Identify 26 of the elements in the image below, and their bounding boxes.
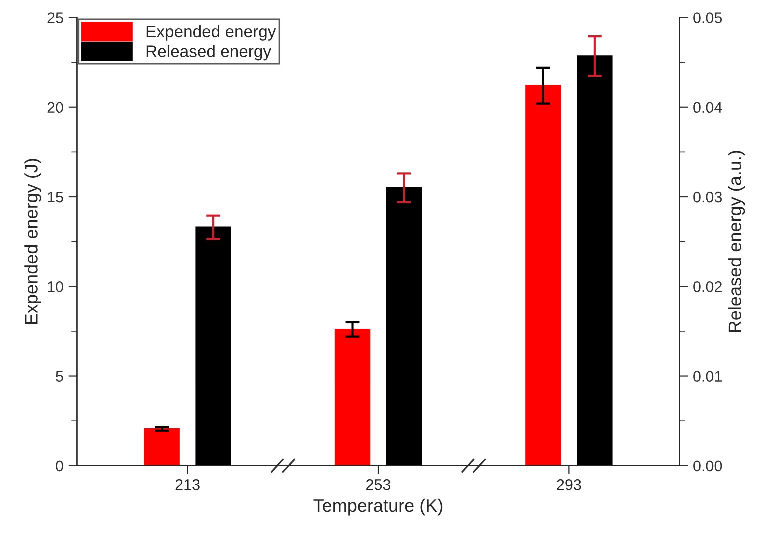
bar bbox=[526, 85, 562, 466]
y-tick-label: 10 bbox=[48, 282, 64, 292]
x-tick-label: 253 bbox=[366, 480, 391, 490]
legend-label: Released energy bbox=[146, 45, 272, 61]
y2-tick-label: 0.01 bbox=[694, 371, 722, 382]
y2-tick-label: 0.02 bbox=[694, 282, 722, 292]
bar bbox=[144, 428, 180, 466]
y2-tick-label: 0.04 bbox=[694, 102, 722, 114]
bar bbox=[196, 226, 232, 466]
y2-tick-label: 0.05 bbox=[694, 12, 722, 24]
x-tick-label: 293 bbox=[557, 480, 582, 490]
y-tick-label: 0 bbox=[56, 460, 64, 472]
bar bbox=[577, 56, 613, 466]
y-tick-label: 15 bbox=[48, 192, 64, 203]
bar bbox=[334, 328, 371, 466]
y2-tick-label: 0.00 bbox=[694, 460, 722, 472]
x-axis-title: Temperature (K) bbox=[314, 498, 443, 516]
y-axis-title: Expended energy (J) bbox=[24, 159, 42, 324]
y-tick-label: 20 bbox=[48, 102, 64, 114]
y-tick-label: 5 bbox=[56, 371, 64, 382]
legend-label: Expended energy bbox=[146, 25, 276, 41]
y-tick-label: 25 bbox=[48, 12, 64, 24]
y2-axis-title: Released energy (a.u.) bbox=[728, 151, 746, 332]
bar bbox=[386, 187, 422, 466]
y2-tick-label: 0.03 bbox=[694, 192, 722, 203]
x-tick-label: 213 bbox=[176, 480, 200, 490]
